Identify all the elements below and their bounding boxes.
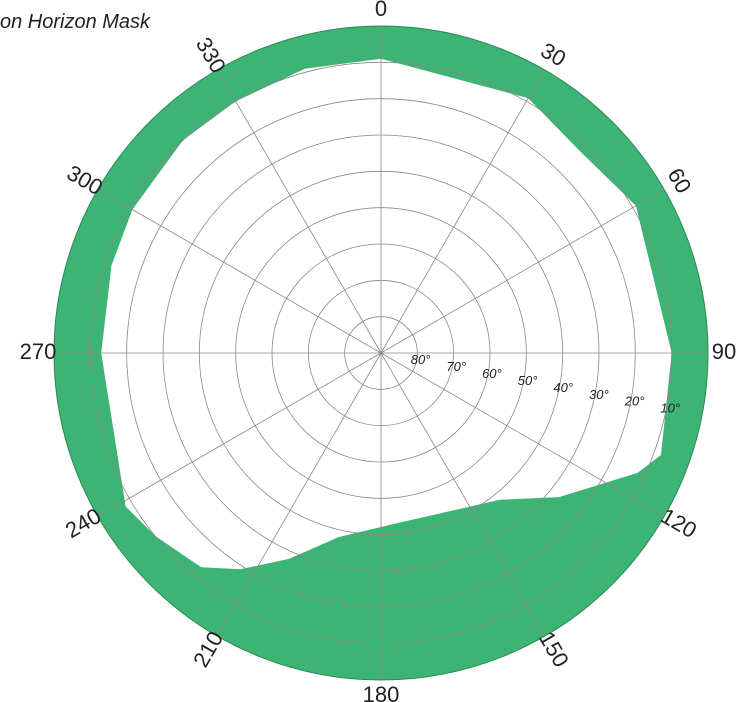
azimuth-label: 180 [363, 682, 400, 702]
grid-spoke [380, 69, 545, 354]
azimuth-label: 90 [712, 339, 736, 364]
grid-spoke [380, 189, 665, 354]
elevation-label: 50° [518, 373, 538, 388]
chart-title: on Horizon Mask [0, 11, 151, 33]
azimuth-label: 30 [536, 38, 570, 72]
grid-spoke [217, 69, 382, 354]
elevation-label: 20° [624, 394, 645, 409]
elevation-label: 10° [660, 401, 680, 416]
azimuth-label: 0 [375, 0, 387, 21]
horizon-mask [54, 26, 708, 680]
elevation-label: 80° [411, 352, 431, 367]
grid-spoke [380, 352, 665, 517]
grid-spoke [380, 352, 545, 637]
grid-spoke [97, 352, 382, 517]
azimuth-label: 270 [20, 339, 57, 364]
elevation-label: 40° [553, 380, 573, 395]
elevation-label: 30° [589, 387, 609, 402]
elevation-label: 60° [482, 366, 502, 381]
elevation-label: 70° [446, 359, 466, 374]
grid-spoke [217, 352, 382, 637]
grid-spoke [97, 189, 382, 354]
azimuth-label: 60 [663, 164, 697, 198]
